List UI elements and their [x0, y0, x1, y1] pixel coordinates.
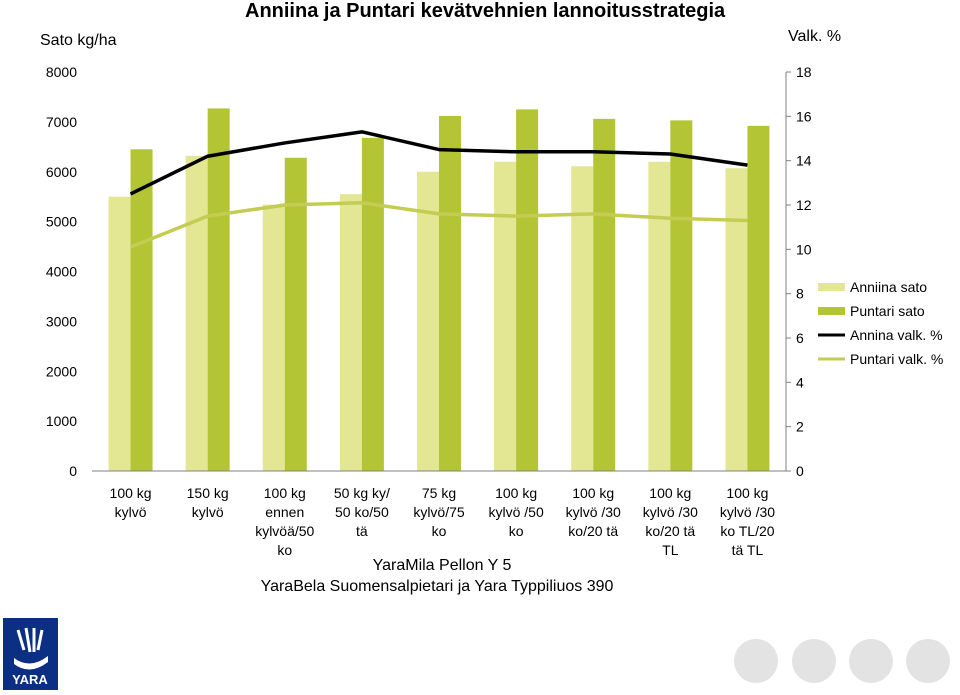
decor-circle — [792, 639, 836, 683]
category-label: 100 kg — [649, 485, 691, 501]
y2-tick-label: 18 — [796, 64, 812, 80]
legend-label: Puntari valk. % — [850, 351, 943, 367]
legend-swatch — [818, 283, 845, 291]
category-label: 100 kg — [572, 485, 614, 501]
y2-tick-label: 0 — [796, 463, 804, 479]
y2-tick-label: 12 — [796, 197, 812, 213]
category-label: 50 ko/50 — [335, 504, 389, 520]
decor-circle — [906, 639, 950, 683]
series-line — [129, 201, 748, 249]
category-label: TL — [662, 542, 679, 558]
category-label: tä TL — [732, 542, 764, 558]
axes-layer — [92, 72, 787, 472]
category-label: 100 kg — [264, 485, 306, 501]
x-axis-label-line1: YaraMila Pellon Y 5 — [372, 557, 512, 574]
category-label: kylvö /50 — [488, 504, 543, 520]
bar — [747, 125, 770, 472]
bar — [130, 149, 153, 471]
y-tick-label: 0 — [69, 463, 77, 479]
decor-circle — [734, 639, 778, 683]
y-tick-label: 8000 — [46, 64, 77, 80]
bar — [361, 137, 384, 471]
y2-tick-label: 8 — [796, 286, 804, 302]
bar — [516, 109, 539, 471]
category-label: kylvö — [115, 504, 147, 520]
lines-layer — [129, 130, 748, 249]
y2-axis-title: Valk. % — [788, 28, 842, 45]
bar — [339, 194, 362, 471]
bar — [439, 115, 461, 471]
category-label: ko TL/20 — [720, 523, 774, 539]
y-tick-label: 1000 — [46, 413, 77, 429]
y2-tick-label: 16 — [796, 108, 812, 124]
category-label: ennen — [265, 504, 304, 520]
logo-text: YARA — [12, 672, 48, 687]
category-label: 100 kg — [110, 485, 152, 501]
yara-logo: YARA — [3, 618, 58, 690]
y-tick-label: 5000 — [46, 214, 77, 230]
legend-label: Annina valk. % — [850, 327, 943, 343]
category-label: 100 kg — [495, 485, 537, 501]
y-tick-label: 3000 — [46, 313, 77, 329]
bar — [262, 204, 285, 472]
category-label: 75 kg — [422, 485, 456, 501]
bar — [571, 166, 594, 472]
y-axis-title: Sato kg/ha — [40, 32, 117, 49]
bar — [670, 120, 693, 471]
decorative-circles — [734, 639, 950, 683]
bar — [593, 118, 616, 471]
category-label: kylvö /30 — [566, 504, 621, 520]
y2-tick-label: 6 — [796, 330, 804, 346]
y-tick-label: 7000 — [46, 114, 77, 130]
category-label: kylvö /30 — [643, 504, 698, 520]
bar — [725, 168, 748, 472]
category-labels: 100 kg kylvö 150 kg kylvö 100 kg ennen kylvöä/… — [110, 485, 776, 558]
y-tick-label: 4000 — [46, 264, 77, 280]
category-label: ko — [509, 523, 524, 539]
y2-tick-label: 14 — [796, 153, 812, 169]
x-axis-label-line2: YaraBela Suomensalpietari ja Yara Typpil… — [260, 578, 614, 595]
bar — [417, 171, 439, 471]
y-tick-label: 6000 — [46, 164, 77, 180]
bar — [185, 155, 208, 472]
category-label: kylvö /30 — [720, 504, 775, 520]
y2-tick-label: 10 — [796, 241, 812, 257]
category-label: ko/20 tä — [645, 523, 695, 539]
category-label: ko/20 tä — [568, 523, 618, 539]
legend: Anniina sato Puntari sato Annina valk. % Pu… — [818, 279, 943, 367]
bar — [207, 108, 230, 471]
category-label: 50 kg ky/ — [334, 485, 390, 501]
category-label: ko — [432, 523, 447, 539]
category-label: kylvöä/50 — [255, 523, 314, 539]
logo-ship-oars — [16, 627, 44, 653]
category-label: 100 kg — [726, 485, 768, 501]
legend-label: Anniina sato — [850, 279, 927, 295]
y2-tick-label: 4 — [796, 374, 804, 390]
series-line — [129, 130, 748, 196]
y2-tick-label: 2 — [796, 419, 804, 435]
y-tick-label: 2000 — [46, 363, 77, 379]
bar — [494, 161, 517, 471]
logo-ship-hull — [14, 656, 48, 670]
legend-label: Puntari sato — [850, 303, 925, 319]
ticks-layer: 0 1000 2000 3000 4000 5000 6000 7000 8000 0 2 4 6 8 10… — [46, 64, 812, 479]
legend-swatch — [818, 307, 845, 315]
bar — [648, 161, 671, 471]
bar — [108, 196, 131, 471]
category-label: kylvö/75 — [413, 504, 465, 520]
bars-layer — [108, 108, 770, 472]
logo-background — [3, 618, 58, 690]
chart-title: Anniina ja Puntari kevätvehnien lannoitu… — [245, 0, 726, 22]
decor-circle — [849, 639, 893, 683]
bar — [284, 157, 307, 471]
category-label: tä — [356, 523, 368, 539]
category-label: 150 kg — [187, 485, 229, 501]
category-label: ko — [277, 542, 292, 558]
category-label: kylvö — [192, 504, 224, 520]
